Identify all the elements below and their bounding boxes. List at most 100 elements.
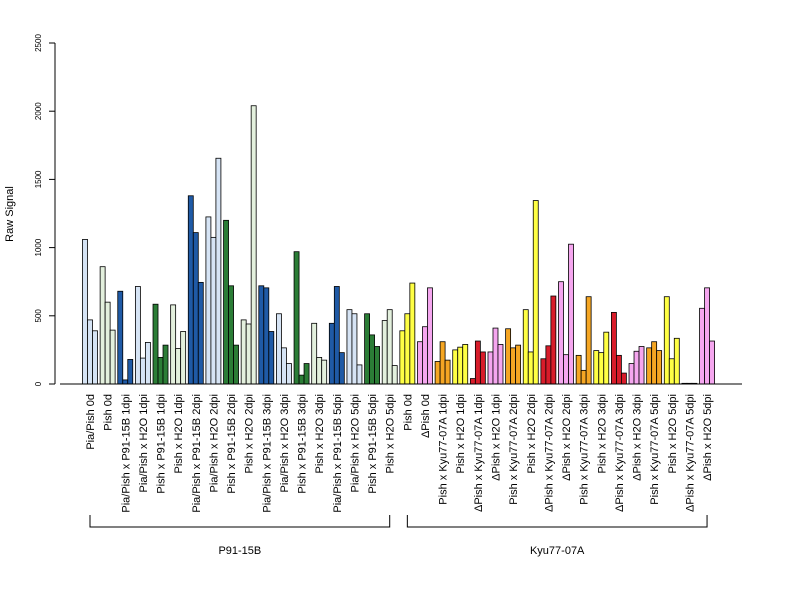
bar <box>646 347 653 385</box>
category-label: ΔPish x Kyu77-07A 3dpi <box>614 394 626 512</box>
bar <box>452 349 459 385</box>
bar <box>170 304 177 385</box>
bar <box>585 296 592 385</box>
bar <box>422 326 428 385</box>
bar <box>417 341 423 385</box>
bar <box>351 313 358 385</box>
bar <box>575 354 582 385</box>
category-label: Pish x Kyu77-07A 1dpi <box>438 394 450 505</box>
category-label: Pia/Pish x H2O 1dpi <box>138 394 150 492</box>
bar <box>281 347 287 385</box>
category-label: Pish x H2O 5dpi <box>667 394 679 473</box>
bar <box>638 346 645 385</box>
bar <box>427 287 433 385</box>
bar <box>444 359 451 385</box>
bar <box>580 369 587 385</box>
bar <box>474 340 481 385</box>
bar <box>286 363 292 385</box>
bar <box>152 303 159 385</box>
bar <box>439 341 446 385</box>
bar <box>233 344 239 385</box>
bar <box>223 219 229 385</box>
bar <box>157 357 164 385</box>
bar <box>603 331 610 385</box>
bar <box>311 322 318 385</box>
category-label: Pish x P91-15B 2dpi <box>226 394 238 494</box>
y-tick-label: 500 <box>34 309 43 323</box>
bar <box>87 319 93 385</box>
bar <box>404 313 411 385</box>
y-tick-label: 2000 <box>34 102 43 120</box>
bar <box>162 344 169 385</box>
category-label: ΔPish x H2O 2dpi <box>561 394 573 481</box>
group-label: Kyu77-07A <box>530 545 585 557</box>
category-label: Pia/Pish 0d <box>85 394 97 450</box>
bar <box>563 354 569 385</box>
bar <box>462 344 469 385</box>
bar <box>527 351 534 385</box>
y-axis-title: Raw Signal <box>4 186 16 242</box>
bar <box>391 365 398 385</box>
category-label: Pia/Pish x P91-15B 1dpi <box>120 394 132 513</box>
category-label: Pish 0d <box>402 394 414 431</box>
category-labels: Pia/Pish 0d Pish 0d Pia/Pish x P91-15B 1dp… <box>85 394 714 513</box>
bar <box>215 157 222 385</box>
bar <box>568 243 574 385</box>
category-label: ΔPish x H2O 1dpi <box>490 394 502 481</box>
bar <box>99 266 106 385</box>
category-label: Pish x H2O 1dpi <box>455 394 467 473</box>
bar <box>144 341 151 385</box>
category-label: Pish x H2O 3dpi <box>314 394 326 473</box>
bar <box>245 323 252 385</box>
category-label: Pia/Pish x H2O 3dpi <box>279 394 291 492</box>
bar <box>598 352 605 385</box>
bar <box>386 309 393 385</box>
bar <box>469 378 476 385</box>
bar <box>668 358 675 385</box>
bar <box>616 354 622 385</box>
bar <box>550 295 557 385</box>
y-axis: 0 500 1000 1500 2000 2500 <box>34 34 56 386</box>
category-label: ΔPish x H2O 3dpi <box>632 394 644 481</box>
y-tick-label: 1000 <box>34 238 43 256</box>
bar <box>240 319 247 385</box>
bar <box>399 330 406 385</box>
bar <box>364 313 370 385</box>
bar <box>333 286 340 385</box>
group-bracket <box>89 515 391 528</box>
y-tick-label: 2500 <box>34 34 43 52</box>
bar <box>127 359 134 385</box>
bar <box>104 301 111 385</box>
category-label: Pish x H2O 5dpi <box>385 394 397 473</box>
bar <box>522 309 529 385</box>
bar <box>673 337 680 385</box>
bar <box>346 309 353 385</box>
bars-layer <box>82 105 715 385</box>
bar <box>651 341 658 385</box>
bar <box>558 281 564 385</box>
category-label: Pish x Kyu77-07A 2dpi <box>508 394 520 505</box>
bar <box>434 361 441 385</box>
y-tick-label: 0 <box>34 381 43 386</box>
bar <box>479 351 486 385</box>
category-label: Pish x Kyu77-07A 3dpi <box>579 394 591 505</box>
category-label: Pish x H2O 3dpi <box>596 394 608 473</box>
bar <box>134 286 141 385</box>
bar <box>593 350 600 385</box>
bar <box>532 200 539 385</box>
bar <box>303 363 310 385</box>
bar <box>656 350 663 385</box>
bar <box>205 216 212 385</box>
bar <box>409 282 416 385</box>
bar <box>268 331 275 385</box>
bar <box>175 348 182 385</box>
bar <box>356 364 363 385</box>
bar <box>369 334 375 385</box>
category-label: ΔPish x Kyu77-07A 2dpi <box>543 394 555 512</box>
y-tick-label: 1500 <box>34 170 43 188</box>
bar <box>505 328 512 385</box>
bar <box>180 331 187 385</box>
bar <box>338 352 345 385</box>
bar <box>210 236 217 385</box>
